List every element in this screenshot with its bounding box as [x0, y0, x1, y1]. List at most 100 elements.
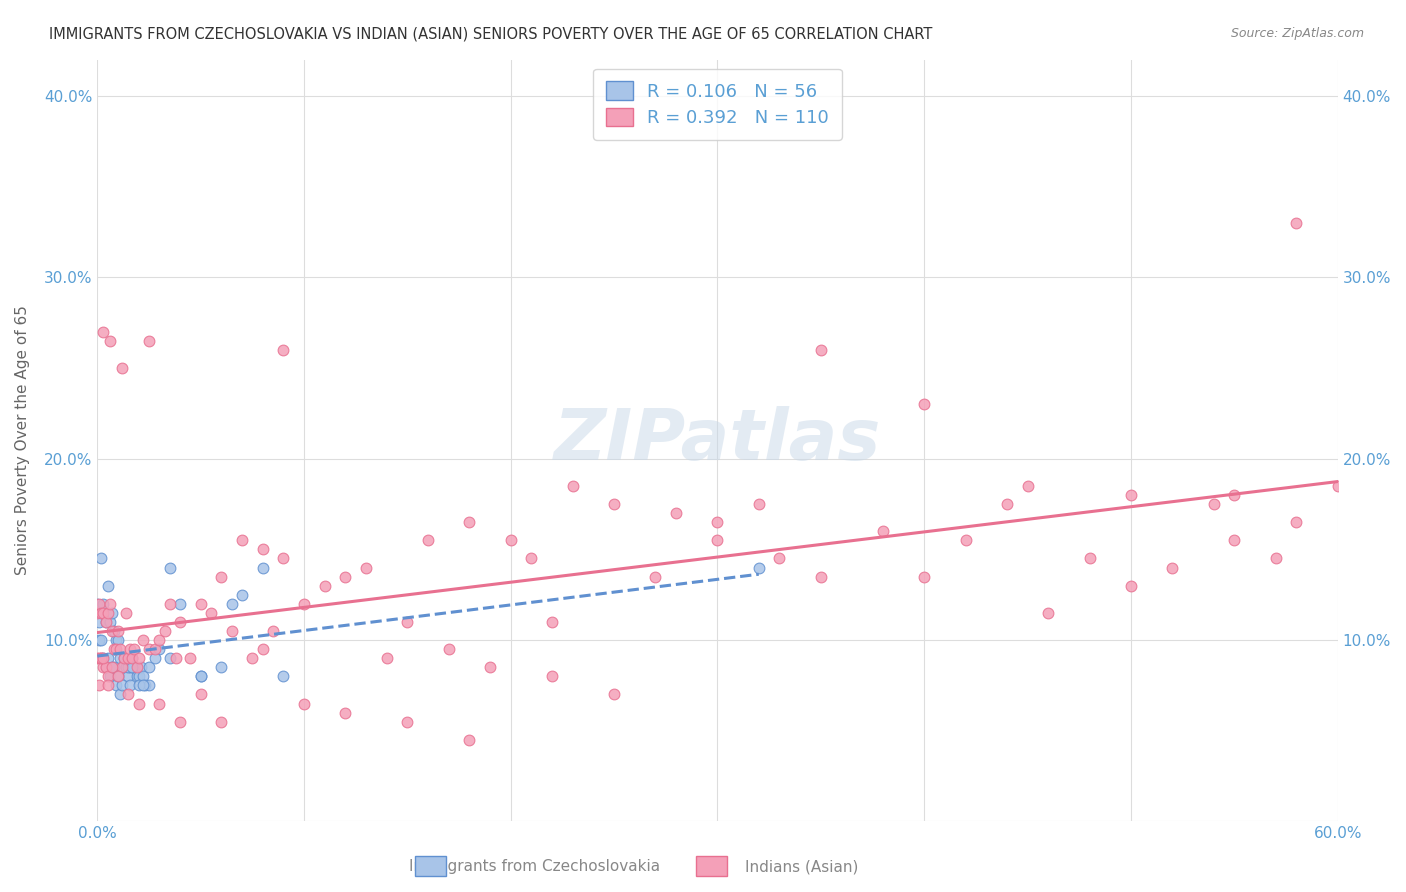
- Point: [240, 651, 263, 665]
- Point: [458, 732, 481, 747]
- Point: [479, 660, 502, 674]
- Point: [955, 533, 977, 548]
- Point: [271, 669, 294, 683]
- Point: [231, 588, 253, 602]
- Y-axis label: Seniors Poverty Over the Age of 65: Seniors Poverty Over the Age of 65: [15, 306, 30, 575]
- Point: [252, 560, 274, 574]
- Point: [98, 615, 121, 629]
- Point: [706, 515, 728, 529]
- Point: [129, 660, 152, 674]
- Point: [89, 651, 111, 665]
- Point: [138, 642, 160, 657]
- Point: [120, 678, 142, 692]
- Point: [644, 569, 666, 583]
- Point: [108, 642, 131, 657]
- Point: [111, 361, 134, 376]
- Text: Immigrants from Czechoslovakia: Immigrants from Czechoslovakia: [409, 859, 659, 874]
- Point: [1223, 488, 1246, 502]
- Point: [148, 633, 170, 648]
- Point: [768, 551, 790, 566]
- Point: [121, 651, 143, 665]
- Point: [190, 688, 212, 702]
- Point: [292, 697, 315, 711]
- Point: [103, 660, 125, 674]
- Point: [107, 669, 129, 683]
- Point: [115, 660, 138, 674]
- Point: [561, 479, 583, 493]
- Point: [706, 533, 728, 548]
- Point: [104, 633, 127, 648]
- Point: [138, 334, 160, 348]
- Point: [810, 343, 832, 357]
- Point: [112, 651, 135, 665]
- Point: [93, 660, 115, 674]
- Point: [107, 633, 129, 648]
- Point: [117, 651, 139, 665]
- Point: [100, 624, 122, 638]
- Point: [125, 669, 148, 683]
- Point: [108, 651, 131, 665]
- Point: [314, 579, 336, 593]
- Point: [117, 669, 139, 683]
- Point: [93, 597, 115, 611]
- Point: [97, 606, 120, 620]
- Point: [375, 651, 398, 665]
- Point: [165, 651, 187, 665]
- Point: [124, 660, 146, 674]
- Point: [190, 669, 212, 683]
- Point: [107, 669, 129, 683]
- Point: [872, 524, 894, 539]
- Legend: R = 0.106   N = 56, R = 0.392   N = 110: R = 0.106 N = 56, R = 0.392 N = 110: [593, 69, 842, 140]
- Point: [190, 597, 212, 611]
- Point: [169, 615, 191, 629]
- Point: [179, 651, 201, 665]
- Point: [89, 597, 111, 611]
- Point: [520, 551, 543, 566]
- Point: [90, 651, 112, 665]
- Point: [97, 669, 120, 683]
- Point: [128, 651, 150, 665]
- Text: IMMIGRANTS FROM CZECHOSLOVAKIA VS INDIAN (ASIAN) SENIORS POVERTY OVER THE AGE OF: IMMIGRANTS FROM CZECHOSLOVAKIA VS INDIAN…: [49, 27, 932, 42]
- Point: [159, 597, 181, 611]
- Point: [98, 597, 121, 611]
- Point: [128, 678, 150, 692]
- Point: [665, 506, 688, 520]
- Point: [86, 597, 108, 611]
- Point: [169, 597, 191, 611]
- Point: [541, 669, 564, 683]
- Point: [458, 515, 481, 529]
- Point: [111, 678, 134, 692]
- Point: [93, 606, 115, 620]
- Point: [1285, 515, 1308, 529]
- Point: [124, 642, 146, 657]
- Point: [97, 579, 120, 593]
- Point: [128, 697, 150, 711]
- Point: [93, 651, 115, 665]
- Point: [810, 569, 832, 583]
- Point: [111, 660, 134, 674]
- Point: [335, 706, 357, 720]
- Point: [90, 651, 112, 665]
- Point: [100, 660, 122, 674]
- Point: [107, 624, 129, 638]
- Text: Source: ZipAtlas.com: Source: ZipAtlas.com: [1230, 27, 1364, 40]
- Point: [100, 660, 122, 674]
- Point: [603, 688, 626, 702]
- Point: [98, 669, 121, 683]
- Point: [271, 551, 294, 566]
- Point: [97, 678, 120, 692]
- Point: [1326, 479, 1348, 493]
- Point: [90, 606, 112, 620]
- Point: [94, 615, 117, 629]
- Point: [262, 624, 284, 638]
- Point: [231, 533, 253, 548]
- Point: [148, 642, 170, 657]
- Point: [912, 569, 935, 583]
- Point: [138, 660, 160, 674]
- Point: [143, 642, 166, 657]
- Point: [94, 615, 117, 629]
- Point: [221, 597, 243, 611]
- Point: [416, 533, 439, 548]
- Point: [159, 560, 181, 574]
- Point: [748, 497, 770, 511]
